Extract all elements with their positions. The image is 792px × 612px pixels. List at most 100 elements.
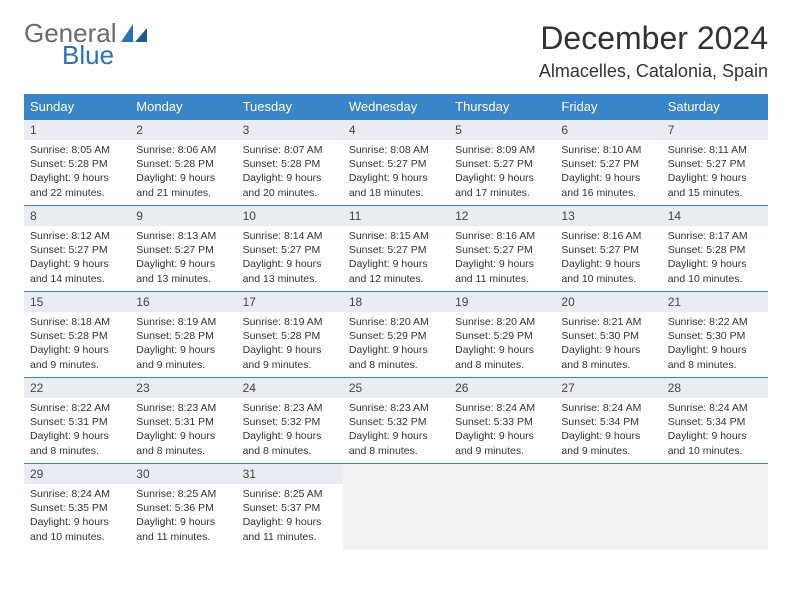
calendar-day-cell: 30Sunrise: 8:25 AMSunset: 5:36 PMDayligh…: [130, 464, 236, 550]
weekday-header: Tuesday: [237, 94, 343, 120]
sunset-line: Sunset: 5:28 PM: [136, 157, 230, 171]
day-details: Sunrise: 8:14 AMSunset: 5:27 PMDaylight:…: [237, 226, 343, 290]
daylight-line: Daylight: 9 hours and 9 minutes.: [561, 429, 655, 457]
calendar-day-cell: 3Sunrise: 8:07 AMSunset: 5:28 PMDaylight…: [237, 120, 343, 206]
sunrise-line: Sunrise: 8:25 AM: [136, 487, 230, 501]
day-number: 3: [237, 120, 343, 140]
calendar-table: SundayMondayTuesdayWednesdayThursdayFrid…: [24, 94, 768, 550]
sunset-line: Sunset: 5:27 PM: [455, 243, 549, 257]
day-details: Sunrise: 8:20 AMSunset: 5:29 PMDaylight:…: [449, 312, 555, 376]
daylight-line: Daylight: 9 hours and 18 minutes.: [349, 171, 443, 199]
day-number: 18: [343, 292, 449, 312]
title-block: December 2024 Almacelles, Catalonia, Spa…: [539, 20, 768, 82]
daylight-line: Daylight: 9 hours and 8 minutes.: [455, 343, 549, 371]
sunset-line: Sunset: 5:27 PM: [30, 243, 124, 257]
logo-sail-icon: [121, 24, 147, 42]
day-number: 11: [343, 206, 449, 226]
calendar-day-cell: 11Sunrise: 8:15 AMSunset: 5:27 PMDayligh…: [343, 206, 449, 292]
daylight-line: Daylight: 9 hours and 22 minutes.: [30, 171, 124, 199]
calendar-day-cell: 1Sunrise: 8:05 AMSunset: 5:28 PMDaylight…: [24, 120, 130, 206]
day-number: 2: [130, 120, 236, 140]
day-details: Sunrise: 8:22 AMSunset: 5:31 PMDaylight:…: [24, 398, 130, 462]
day-number: 31: [237, 464, 343, 484]
calendar-day-cell: 15Sunrise: 8:18 AMSunset: 5:28 PMDayligh…: [24, 292, 130, 378]
calendar-day-cell: 6Sunrise: 8:10 AMSunset: 5:27 PMDaylight…: [555, 120, 661, 206]
calendar-day-cell: 9Sunrise: 8:13 AMSunset: 5:27 PMDaylight…: [130, 206, 236, 292]
sunrise-line: Sunrise: 8:20 AM: [455, 315, 549, 329]
sunrise-line: Sunrise: 8:09 AM: [455, 143, 549, 157]
sunrise-line: Sunrise: 8:23 AM: [243, 401, 337, 415]
calendar-day-cell: 8Sunrise: 8:12 AMSunset: 5:27 PMDaylight…: [24, 206, 130, 292]
calendar-day-cell: 10Sunrise: 8:14 AMSunset: 5:27 PMDayligh…: [237, 206, 343, 292]
sunset-line: Sunset: 5:28 PM: [243, 329, 337, 343]
sunrise-line: Sunrise: 8:11 AM: [668, 143, 762, 157]
day-number: 27: [555, 378, 661, 398]
day-details: Sunrise: 8:24 AMSunset: 5:33 PMDaylight:…: [449, 398, 555, 462]
sunset-line: Sunset: 5:27 PM: [561, 157, 655, 171]
sunrise-line: Sunrise: 8:19 AM: [243, 315, 337, 329]
day-details: Sunrise: 8:21 AMSunset: 5:30 PMDaylight:…: [555, 312, 661, 376]
sunset-line: Sunset: 5:34 PM: [561, 415, 655, 429]
sunset-line: Sunset: 5:29 PM: [349, 329, 443, 343]
day-details: Sunrise: 8:16 AMSunset: 5:27 PMDaylight:…: [555, 226, 661, 290]
sunrise-line: Sunrise: 8:22 AM: [30, 401, 124, 415]
sunrise-line: Sunrise: 8:07 AM: [243, 143, 337, 157]
sunrise-line: Sunrise: 8:15 AM: [349, 229, 443, 243]
day-details: Sunrise: 8:25 AMSunset: 5:36 PMDaylight:…: [130, 484, 236, 548]
day-details: Sunrise: 8:24 AMSunset: 5:34 PMDaylight:…: [662, 398, 768, 462]
sunset-line: Sunset: 5:27 PM: [136, 243, 230, 257]
calendar-day-cell: 29Sunrise: 8:24 AMSunset: 5:35 PMDayligh…: [24, 464, 130, 550]
calendar-empty-cell: [555, 464, 661, 550]
daylight-line: Daylight: 9 hours and 8 minutes.: [243, 429, 337, 457]
day-number: 17: [237, 292, 343, 312]
sunset-line: Sunset: 5:28 PM: [136, 329, 230, 343]
calendar-empty-cell: [449, 464, 555, 550]
sunset-line: Sunset: 5:30 PM: [561, 329, 655, 343]
sunrise-line: Sunrise: 8:18 AM: [30, 315, 124, 329]
daylight-line: Daylight: 9 hours and 9 minutes.: [455, 429, 549, 457]
calendar-day-cell: 16Sunrise: 8:19 AMSunset: 5:28 PMDayligh…: [130, 292, 236, 378]
sunrise-line: Sunrise: 8:17 AM: [668, 229, 762, 243]
calendar-day-cell: 18Sunrise: 8:20 AMSunset: 5:29 PMDayligh…: [343, 292, 449, 378]
day-number: 22: [24, 378, 130, 398]
day-details: Sunrise: 8:18 AMSunset: 5:28 PMDaylight:…: [24, 312, 130, 376]
sunset-line: Sunset: 5:27 PM: [561, 243, 655, 257]
day-details: Sunrise: 8:13 AMSunset: 5:27 PMDaylight:…: [130, 226, 236, 290]
calendar-day-cell: 24Sunrise: 8:23 AMSunset: 5:32 PMDayligh…: [237, 378, 343, 464]
sunset-line: Sunset: 5:34 PM: [668, 415, 762, 429]
day-number: 21: [662, 292, 768, 312]
day-number: 12: [449, 206, 555, 226]
day-details: Sunrise: 8:11 AMSunset: 5:27 PMDaylight:…: [662, 140, 768, 204]
sunrise-line: Sunrise: 8:23 AM: [349, 401, 443, 415]
day-details: Sunrise: 8:23 AMSunset: 5:31 PMDaylight:…: [130, 398, 236, 462]
logo-word-blue: Blue: [62, 42, 147, 68]
day-details: Sunrise: 8:05 AMSunset: 5:28 PMDaylight:…: [24, 140, 130, 204]
calendar-day-cell: 26Sunrise: 8:24 AMSunset: 5:33 PMDayligh…: [449, 378, 555, 464]
daylight-line: Daylight: 9 hours and 14 minutes.: [30, 257, 124, 285]
sunrise-line: Sunrise: 8:10 AM: [561, 143, 655, 157]
sunset-line: Sunset: 5:32 PM: [243, 415, 337, 429]
sunset-line: Sunset: 5:32 PM: [349, 415, 443, 429]
sunrise-line: Sunrise: 8:24 AM: [668, 401, 762, 415]
daylight-line: Daylight: 9 hours and 11 minutes.: [136, 515, 230, 543]
day-details: Sunrise: 8:23 AMSunset: 5:32 PMDaylight:…: [237, 398, 343, 462]
daylight-line: Daylight: 9 hours and 11 minutes.: [243, 515, 337, 543]
weekday-header: Wednesday: [343, 94, 449, 120]
day-number: 30: [130, 464, 236, 484]
day-number: 24: [237, 378, 343, 398]
daylight-line: Daylight: 9 hours and 8 minutes.: [349, 343, 443, 371]
sunset-line: Sunset: 5:28 PM: [668, 243, 762, 257]
day-details: Sunrise: 8:20 AMSunset: 5:29 PMDaylight:…: [343, 312, 449, 376]
sunset-line: Sunset: 5:28 PM: [30, 329, 124, 343]
day-number: 28: [662, 378, 768, 398]
weekday-header: Sunday: [24, 94, 130, 120]
daylight-line: Daylight: 9 hours and 11 minutes.: [455, 257, 549, 285]
calendar-day-cell: 2Sunrise: 8:06 AMSunset: 5:28 PMDaylight…: [130, 120, 236, 206]
sunset-line: Sunset: 5:27 PM: [349, 157, 443, 171]
calendar-day-cell: 23Sunrise: 8:23 AMSunset: 5:31 PMDayligh…: [130, 378, 236, 464]
day-number: 23: [130, 378, 236, 398]
sunset-line: Sunset: 5:29 PM: [455, 329, 549, 343]
calendar-day-cell: 27Sunrise: 8:24 AMSunset: 5:34 PMDayligh…: [555, 378, 661, 464]
sunrise-line: Sunrise: 8:06 AM: [136, 143, 230, 157]
day-details: Sunrise: 8:19 AMSunset: 5:28 PMDaylight:…: [237, 312, 343, 376]
